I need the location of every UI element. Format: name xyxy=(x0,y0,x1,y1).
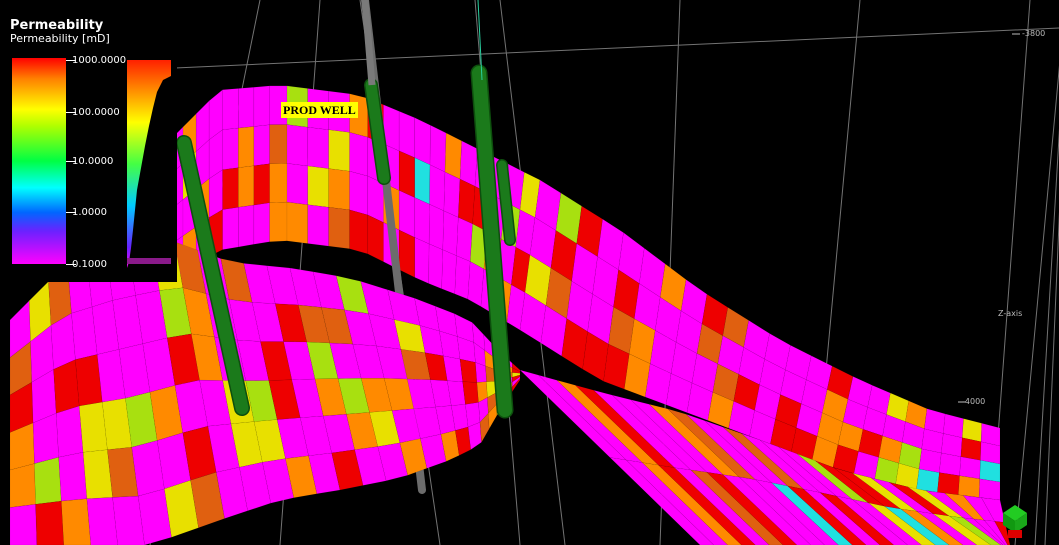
orientation-cube-icon[interactable] xyxy=(1000,503,1030,539)
legend-subtitle: Permeability [mD] xyxy=(10,32,110,45)
tick-label: 1.0000 xyxy=(72,207,107,218)
axis-ticks xyxy=(958,33,1020,403)
legend-title: Permeability xyxy=(10,18,104,33)
tick-mark xyxy=(66,161,76,162)
value-histogram xyxy=(127,60,171,268)
tick-mark xyxy=(66,212,76,213)
tick-label: 10.0000 xyxy=(72,156,114,167)
tick-label: 1000.0000 xyxy=(72,55,127,66)
depth-label-top: -3800 xyxy=(1022,29,1046,38)
tick-label: 0.1000 xyxy=(72,259,107,270)
z-axis-label: Z-axis xyxy=(998,309,1023,318)
color-scale-bar xyxy=(12,58,66,264)
tick-mark xyxy=(66,264,76,265)
wells-front xyxy=(176,0,516,419)
depth-label-bottom: -4000 xyxy=(962,397,986,406)
prod-well-label[interactable]: PROD WELL xyxy=(281,102,358,118)
tick-mark xyxy=(66,60,76,61)
tick-mark xyxy=(66,112,76,113)
tick-label: 100.0000 xyxy=(72,107,120,118)
permeability-legend: Permeability Permeability [mD] 1000.0000… xyxy=(6,14,177,282)
